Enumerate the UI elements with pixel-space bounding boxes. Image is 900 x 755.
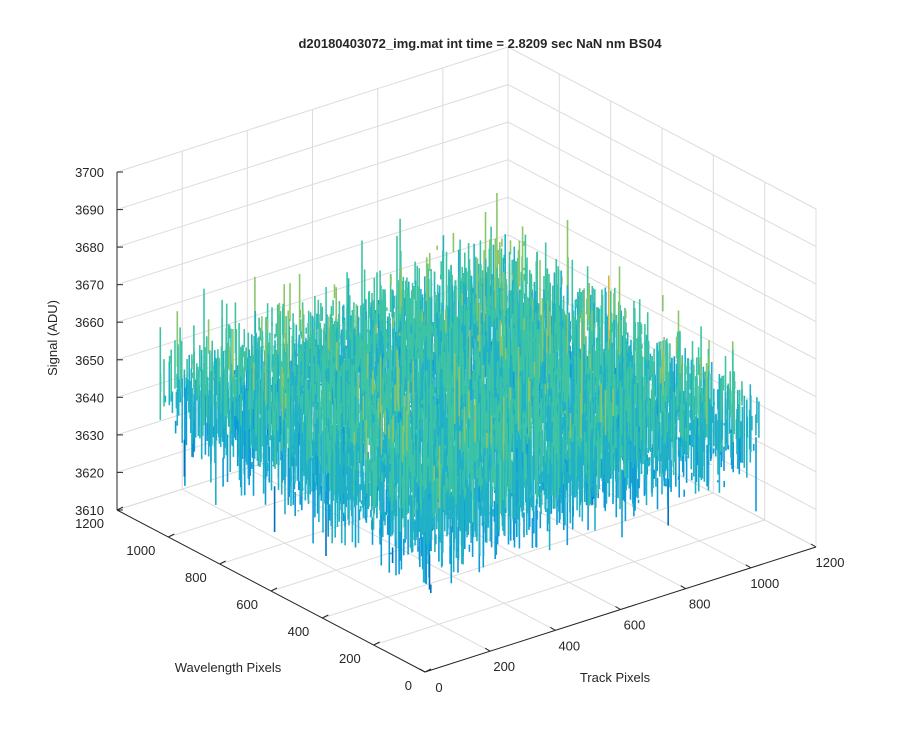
surface-chart: 3610362036303640365036603670368036903700… <box>0 0 900 750</box>
